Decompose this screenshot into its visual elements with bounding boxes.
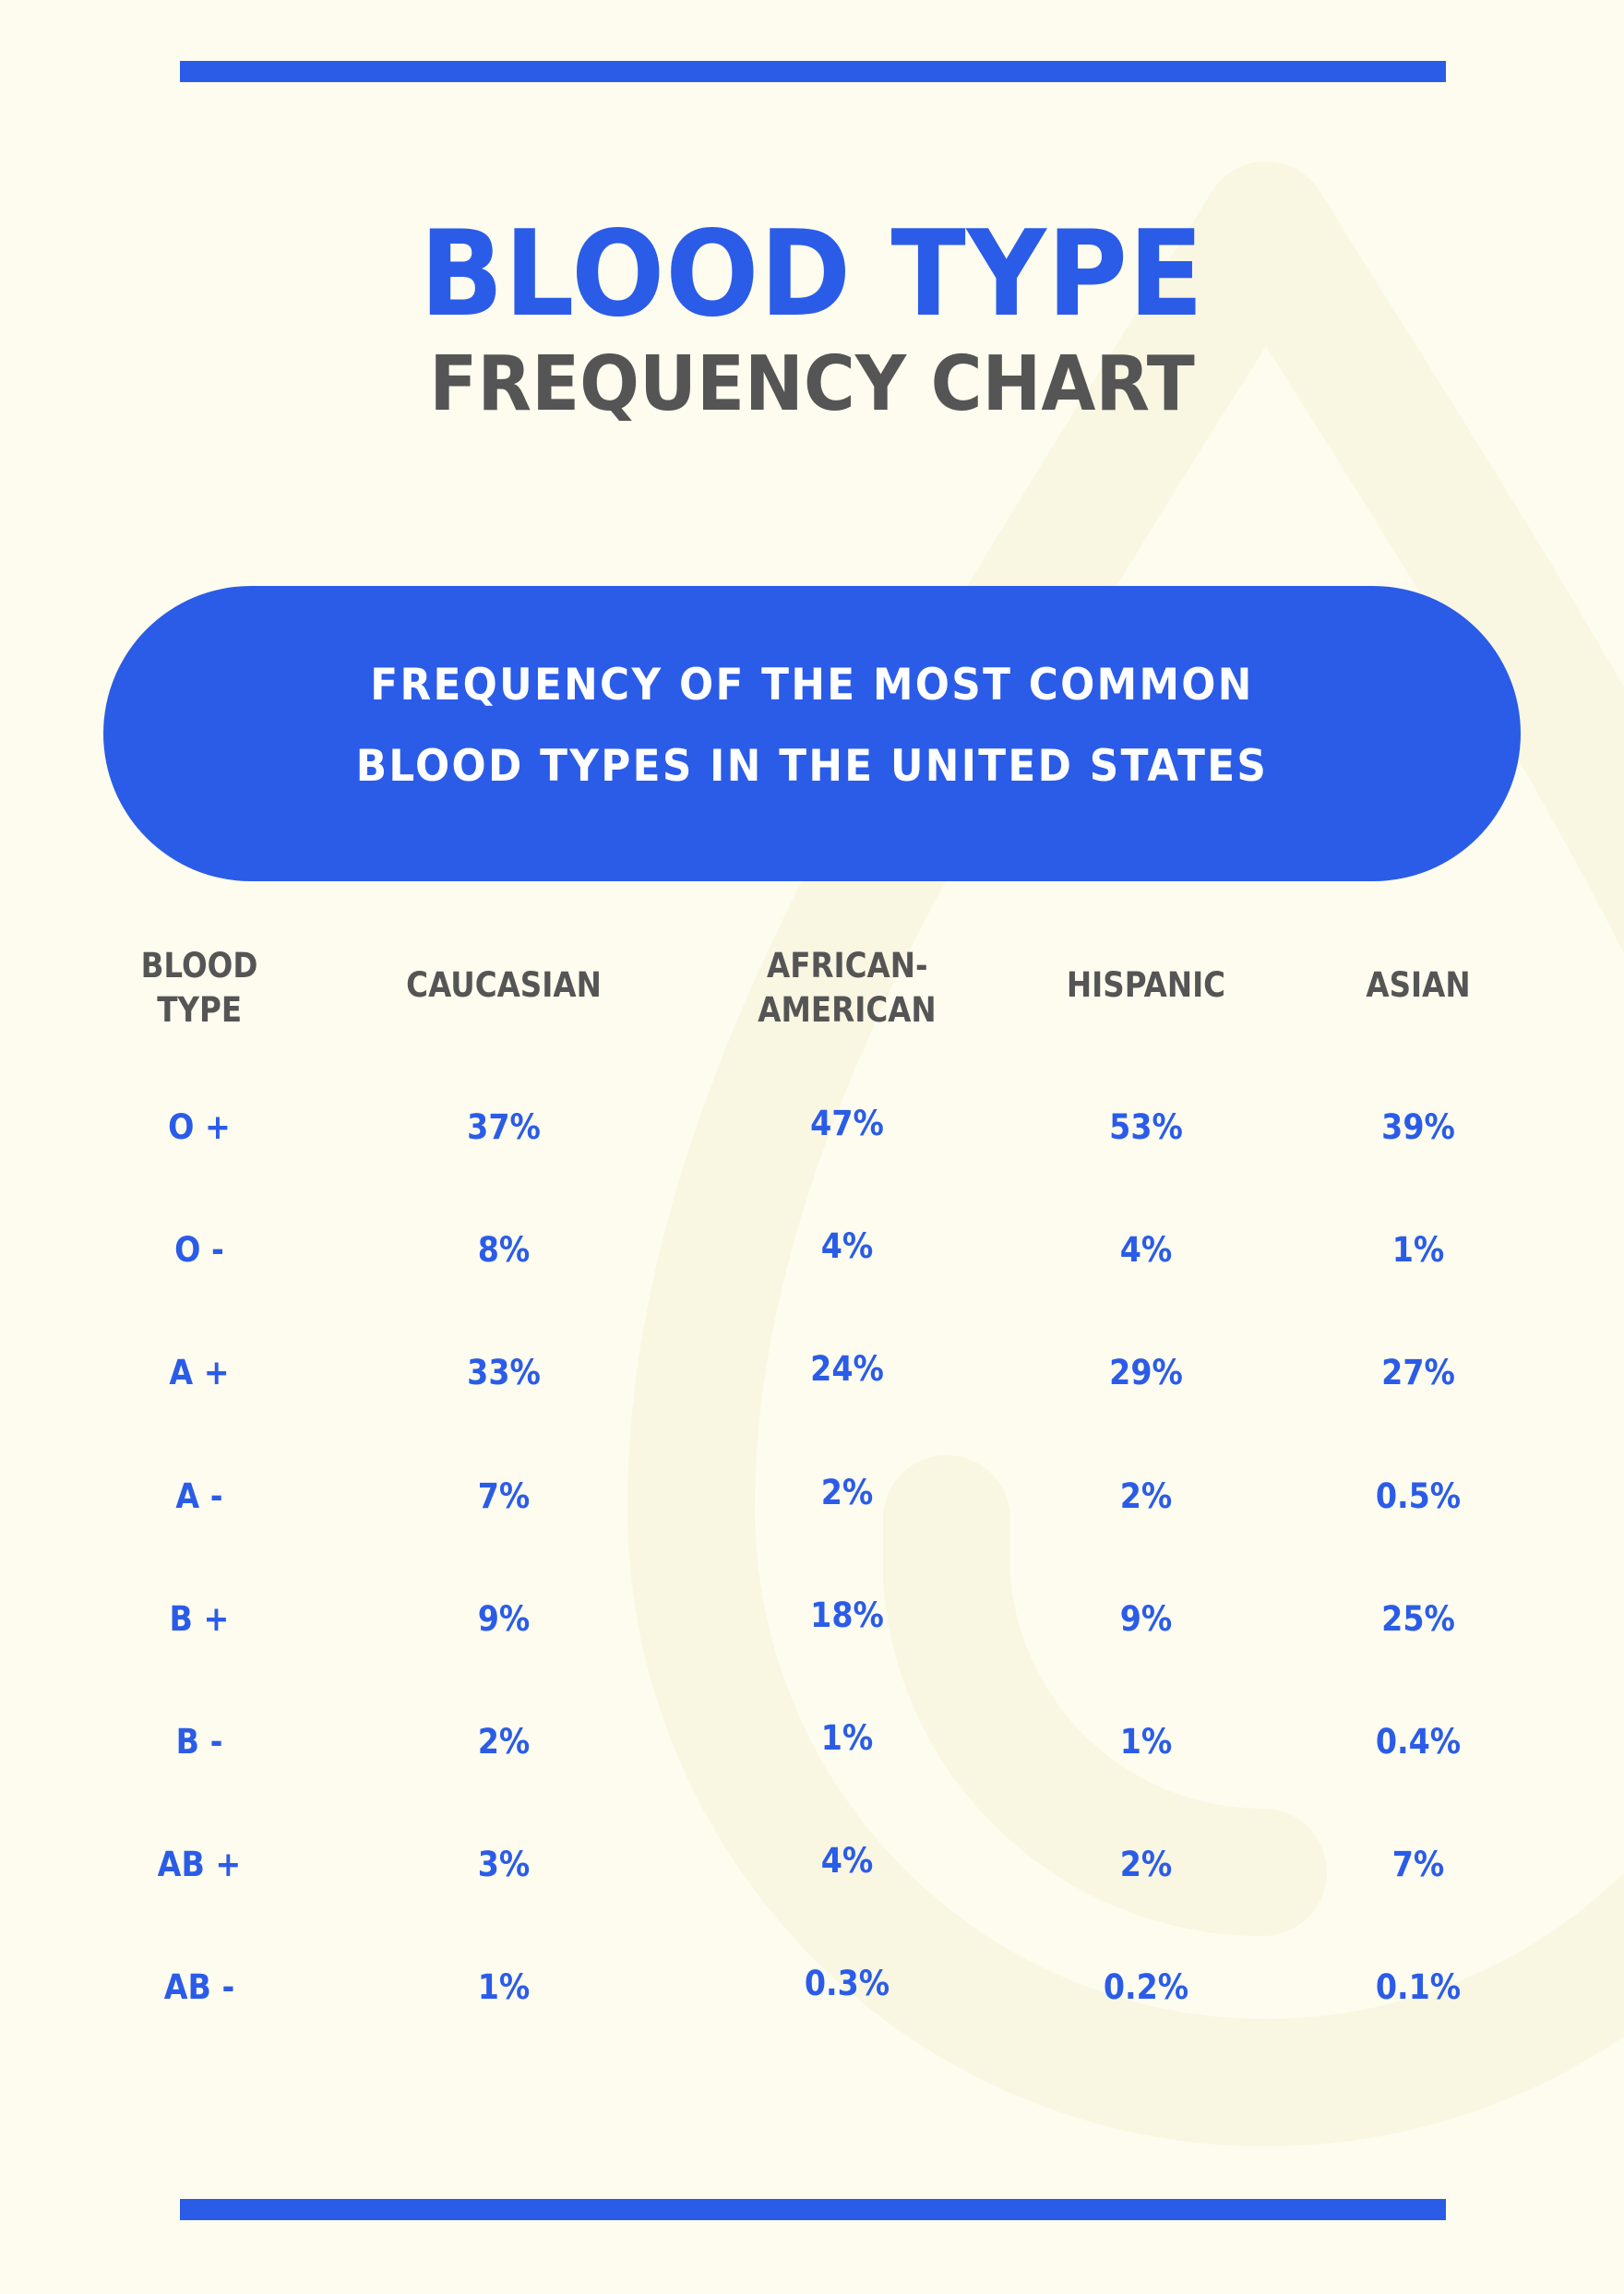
top-divider-bar <box>180 61 1446 82</box>
header-label: BLOOD <box>140 946 258 986</box>
asian-value: 1% <box>1391 1230 1445 1270</box>
blood-type-label: B - <box>175 1722 223 1762</box>
blood-type-label: A - <box>175 1476 223 1516</box>
asian-value: 0.1% <box>1375 1967 1462 2007</box>
drop-highlight <box>883 1455 1327 1937</box>
asian-value: 39% <box>1381 1107 1455 1147</box>
african-american-value: 1% <box>820 1718 874 1758</box>
header-african-american: AFRICAN- AMERICAN <box>746 944 949 1033</box>
header-label: HISPANIC <box>1066 965 1226 1005</box>
caucasian-value: 2% <box>477 1722 531 1762</box>
blood-type-label: AB + <box>157 1845 242 1884</box>
caucasian-value: 9% <box>477 1599 531 1639</box>
drop-outline <box>627 161 1624 2146</box>
african-american-value: 4% <box>820 1226 874 1266</box>
banner-line-2: BLOOD TYPES IN THE UNITED STATES <box>355 741 1269 792</box>
hispanic-value: 53% <box>1109 1107 1183 1147</box>
african-american-value: 2% <box>820 1473 874 1512</box>
hispanic-value: 9% <box>1119 1599 1173 1639</box>
asian-value: 0.5% <box>1375 1476 1462 1516</box>
asian-value: 25% <box>1381 1599 1455 1639</box>
caucasian-value: 37% <box>467 1107 541 1147</box>
header-hispanic: HISPANIC <box>1056 963 1236 1008</box>
asian-value: 27% <box>1381 1353 1455 1392</box>
header-label: ASIAN <box>1366 965 1471 1005</box>
page-subtitle: FREQUENCY CHART <box>429 341 1195 428</box>
blood-type-label: O - <box>174 1230 224 1270</box>
header-asian: ASIAN <box>1359 963 1478 1008</box>
hispanic-value: 0.2% <box>1103 1967 1189 2007</box>
caucasian-value: 8% <box>477 1230 531 1270</box>
header-label: CAUCASIAN <box>406 965 602 1005</box>
header-label: AFRICAN- <box>766 946 928 986</box>
caucasian-value: 7% <box>477 1476 531 1516</box>
blood-type-label: A + <box>169 1353 230 1392</box>
asian-value: 0.4% <box>1375 1722 1462 1762</box>
caucasian-value: 1% <box>477 1967 531 2007</box>
african-american-value: 0.3% <box>804 1964 890 2003</box>
african-american-value: 47% <box>810 1104 884 1143</box>
hispanic-value: 4% <box>1119 1230 1173 1270</box>
header-label: TYPE <box>157 990 242 1030</box>
hispanic-value: 1% <box>1119 1722 1173 1762</box>
caucasian-value: 33% <box>467 1353 541 1392</box>
african-american-value: 4% <box>820 1841 874 1881</box>
banner-line-1: FREQUENCY OF THE MOST COMMON <box>370 660 1254 711</box>
header-blood-type: BLOOD TYPE <box>133 944 266 1033</box>
bottom-divider-bar <box>180 2199 1446 2220</box>
asian-value: 7% <box>1391 1845 1445 1884</box>
caucasian-value: 3% <box>477 1845 531 1884</box>
blood-type-label: O + <box>168 1107 231 1147</box>
blood-type-label: AB - <box>163 1967 235 2007</box>
section-banner: FREQUENCY OF THE MOST COMMON BLOOD TYPES… <box>103 586 1521 881</box>
blood-type-label: B + <box>169 1599 230 1639</box>
header-label: AMERICAN <box>758 990 937 1030</box>
hispanic-value: 2% <box>1119 1476 1173 1516</box>
page-title: BLOOD TYPE <box>419 206 1205 343</box>
african-american-value: 18% <box>810 1595 884 1635</box>
header-caucasian: CAUCASIAN <box>393 963 615 1008</box>
hispanic-value: 29% <box>1109 1353 1183 1392</box>
hispanic-value: 2% <box>1119 1845 1173 1884</box>
african-american-value: 24% <box>810 1349 884 1389</box>
